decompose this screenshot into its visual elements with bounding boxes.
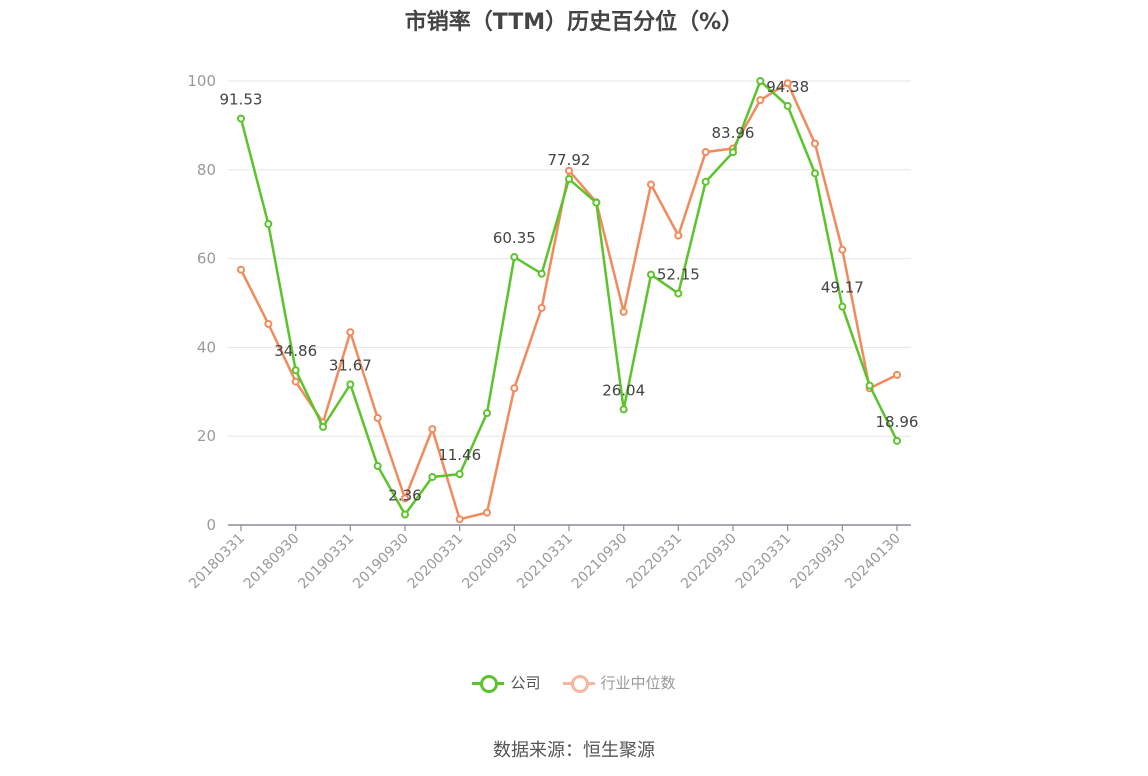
y-tick-label: 60 <box>197 250 216 268</box>
x-tick-label: 20210930 <box>569 531 631 593</box>
x-tick-label: 20200930 <box>459 531 521 593</box>
data-point-company[interactable] <box>264 219 273 228</box>
data-point-company[interactable] <box>237 114 245 123</box>
data-point-industry[interactable] <box>428 425 437 434</box>
data-point-company[interactable] <box>811 169 819 178</box>
chart-title: 市销率（TTM）历史百分位（%） <box>404 10 744 35</box>
legend-item-company[interactable]: 公司 <box>472 672 541 693</box>
data-label: 94.38 <box>766 78 809 96</box>
axis-layer: 0 20 40 60 80 100 2018033120180930201903312019… <box>186 72 911 592</box>
data-label: 31.67 <box>329 356 372 374</box>
y-tick-label: 20 <box>197 427 216 445</box>
legend-label-industry: 行业中位数 <box>600 674 676 692</box>
data-point-industry[interactable] <box>838 245 847 254</box>
legend-marker-industry <box>562 673 595 693</box>
data-point-company[interactable] <box>346 380 355 389</box>
y-tick-label: 0 <box>206 516 216 534</box>
data-point-company[interactable] <box>729 148 737 157</box>
data-point-company[interactable] <box>373 461 382 470</box>
x-tick-label: 20180331 <box>186 531 248 593</box>
line-chart: 0 20 40 60 80 100 2018033120180930201903312019… <box>186 72 919 592</box>
legend-item-industry[interactable]: 行业中位数 <box>562 672 676 693</box>
data-point-company[interactable] <box>619 405 628 414</box>
data-point-company[interactable] <box>291 366 300 375</box>
x-tick-label: 20190331 <box>295 531 357 593</box>
data-point-industry[interactable] <box>237 265 245 274</box>
data-point-company[interactable] <box>483 409 491 418</box>
series-line-industry <box>239 81 898 521</box>
data-label: 2.36 <box>388 487 421 505</box>
y-tick-label: 40 <box>197 338 216 356</box>
data-point-industry[interactable] <box>811 139 819 148</box>
y-tick-label: 100 <box>187 72 216 90</box>
data-point-company[interactable] <box>674 289 683 298</box>
data-point-company[interactable] <box>455 470 464 479</box>
data-point-company[interactable] <box>428 473 437 482</box>
data-point-company[interactable] <box>893 436 901 445</box>
series-line-company <box>239 79 899 516</box>
data-label: 52.15 <box>657 265 700 283</box>
x-tick-label: 20240130 <box>842 531 904 593</box>
grid-layer <box>228 80 911 437</box>
y-tick-label: 80 <box>197 161 216 179</box>
x-tick-label: 20210331 <box>514 531 576 593</box>
x-tick-label: 20230331 <box>733 531 795 593</box>
data-label: 26.04 <box>602 381 645 399</box>
data-point-industry[interactable] <box>510 384 519 393</box>
data-label: 34.86 <box>274 342 317 360</box>
data-point-industry[interactable] <box>537 303 546 312</box>
data-point-company[interactable] <box>319 422 327 431</box>
x-tick-label: 20220331 <box>623 531 685 593</box>
data-label: 18.96 <box>876 413 919 431</box>
series-layer <box>237 77 901 524</box>
data-point-industry[interactable] <box>483 508 491 517</box>
x-tick-label: 20200331 <box>405 531 467 593</box>
data-point-industry[interactable] <box>701 148 710 157</box>
data-label: 49.17 <box>821 279 864 297</box>
data-point-company[interactable] <box>510 253 519 262</box>
data-label: 91.53 <box>220 91 263 109</box>
data-point-company[interactable] <box>647 270 655 279</box>
x-tick-label: 20220930 <box>678 531 740 593</box>
x-tick-label: 20190930 <box>350 531 412 593</box>
data-point-company[interactable] <box>756 77 765 85</box>
legend-label-company: 公司 <box>510 674 541 692</box>
data-point-industry[interactable] <box>647 180 655 189</box>
data-point-company[interactable] <box>537 269 546 278</box>
x-tick-label: 20230930 <box>787 531 849 593</box>
x-tick-label: 20180930 <box>241 531 303 593</box>
data-point-industry[interactable] <box>756 96 765 105</box>
legend: 公司 行业中位数 <box>0 672 1148 693</box>
data-point-industry[interactable] <box>264 319 273 328</box>
data-label: 60.35 <box>493 229 536 247</box>
data-point-industry[interactable] <box>401 494 409 503</box>
data-label: 77.92 <box>548 151 591 169</box>
data-point-industry[interactable] <box>893 370 901 379</box>
data-point-industry[interactable] <box>565 166 573 175</box>
data-point-industry[interactable] <box>346 328 355 337</box>
data-point-company[interactable] <box>565 175 573 184</box>
data-point-industry[interactable] <box>373 413 382 422</box>
data-point-company[interactable] <box>838 302 847 311</box>
data-point-company[interactable] <box>783 101 792 110</box>
data-point-company[interactable] <box>401 510 409 519</box>
data-point-company[interactable] <box>592 198 601 207</box>
data-point-industry[interactable] <box>674 231 683 240</box>
data-point-industry[interactable] <box>783 79 792 88</box>
data-label: 11.46 <box>438 446 481 464</box>
data-point-industry[interactable] <box>455 515 464 524</box>
data-point-company[interactable] <box>701 177 710 186</box>
data-point-industry[interactable] <box>619 307 628 316</box>
label-layer: 91.53 34.86 31.67 2.36 11.46 60.35 77.92 26.04 5… <box>220 78 919 505</box>
data-point-company[interactable] <box>865 381 874 390</box>
data-label: 83.96 <box>712 124 755 142</box>
data-point-industry[interactable] <box>291 377 300 386</box>
source-note: 数据来源：恒生聚源 <box>493 740 655 761</box>
legend-marker-company <box>472 673 505 693</box>
